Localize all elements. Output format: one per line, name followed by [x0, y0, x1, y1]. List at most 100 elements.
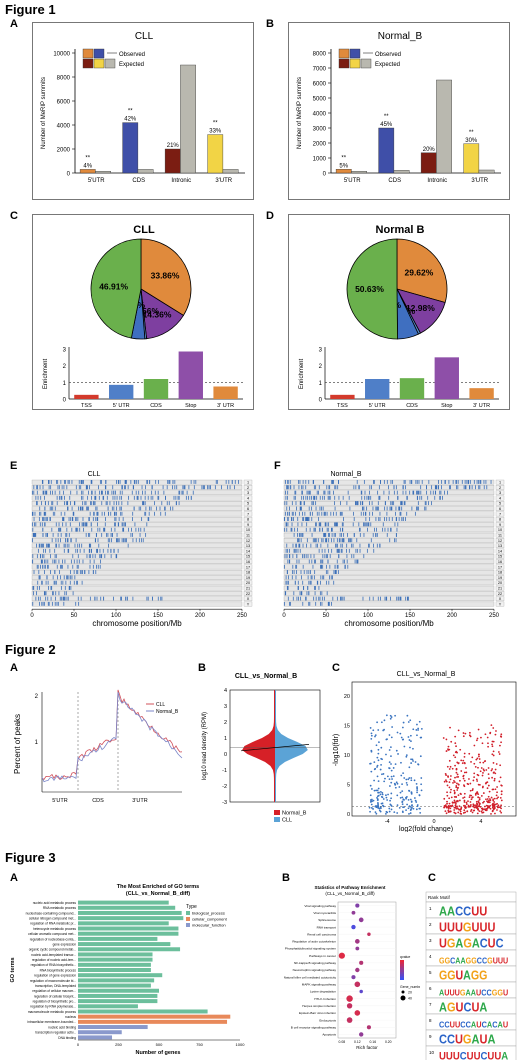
fig1f-chrom-label-box — [495, 532, 505, 538]
fig2c-point-down — [416, 786, 418, 788]
fig3b-xtick-label: 0.08 — [339, 1040, 346, 1044]
fig1e-peak-mark — [127, 485, 129, 490]
figure2-title: Figure 2 — [5, 642, 56, 657]
fig3c-rank: 2 — [429, 922, 432, 927]
fig3a-bar — [78, 1035, 113, 1040]
fig2c-point-up — [456, 789, 459, 791]
fig1e-peak-mark — [88, 570, 90, 574]
fig1e-peak-mark — [36, 485, 38, 490]
fig2c-point-up — [462, 759, 465, 762]
fig2c-point-up — [477, 728, 480, 731]
fig1f-peak-mark — [349, 506, 351, 511]
fig3c-rank: 7 — [429, 1002, 432, 1007]
fig1f-peak-mark — [300, 538, 302, 543]
fig1f-peak-mark — [372, 533, 374, 537]
fig2c-point-up — [465, 767, 467, 769]
fig1e-peak-mark — [107, 548, 109, 553]
fig1e-peak-mark — [46, 517, 48, 521]
fig1f-peak-mark — [428, 480, 430, 484]
fig2c-point-up — [473, 744, 476, 747]
fig2c-point-up — [500, 811, 503, 814]
fig1f-peak-mark — [337, 548, 339, 553]
fig1f-peak-mark — [325, 570, 327, 574]
fig1e-peak-mark — [168, 501, 170, 506]
fig2c-point-up — [455, 786, 458, 789]
fig1e-peak-mark — [70, 490, 72, 495]
fig1a-ytick-label: 6000 — [57, 100, 71, 106]
fig3a-category-label: regulation of biosynthetic pro... — [33, 1000, 77, 1004]
fig1f-peak-mark — [421, 480, 423, 484]
fig1e-peak-mark — [75, 548, 77, 553]
fig2c-point-up — [469, 801, 472, 803]
fig2c-point-up — [462, 774, 465, 777]
fig1e-xtick-label: 250 — [237, 613, 248, 619]
fig2c-point-down — [418, 794, 421, 796]
fig1f-peak-mark — [306, 543, 307, 548]
fig1f-peak-mark — [284, 601, 285, 606]
fig3b-title: Statistics of Pathway Enrichment — [314, 885, 386, 890]
fig1f-peak-mark — [323, 511, 325, 516]
fig2c-point-up — [497, 796, 500, 799]
fig1c-enrich-ytick: 1 — [63, 381, 67, 387]
fig3b-category-label: Apoptosis — [322, 1033, 336, 1037]
fig1e-peak-mark — [41, 480, 43, 484]
fig2c-point-up — [478, 758, 481, 760]
fig1f-peak-mark — [478, 485, 480, 490]
fig2c-point-up — [489, 732, 492, 735]
fig2c-point-down — [370, 732, 373, 735]
fig1e-peak-mark — [193, 485, 195, 490]
fig1f-peak-mark — [316, 490, 318, 495]
fig2c-point-down — [376, 764, 379, 767]
fig1f-peak-mark — [328, 538, 330, 543]
fig1f-peak-mark — [336, 538, 338, 543]
fig1f-peak-mark — [333, 580, 335, 585]
fig1f-peak-mark — [335, 570, 337, 574]
fig1e-peak-mark — [73, 580, 75, 585]
fig2c-point-down — [412, 728, 415, 731]
fig1f-peak-mark — [312, 538, 314, 543]
fig3b-legend-gradient — [400, 962, 404, 964]
fig1e-peak-mark — [91, 490, 93, 495]
fig2c-point-down — [420, 789, 423, 792]
fig1a-ytick-label: 4000 — [57, 124, 71, 130]
fig2c-point-up — [470, 803, 472, 806]
fig2c-point-down — [385, 810, 388, 813]
fig1e-peak-mark — [117, 522, 119, 527]
fig1f-peak-mark — [395, 538, 397, 543]
fig1e-peak-mark — [82, 570, 83, 574]
fig3a-bar — [78, 973, 163, 978]
fig1f-chrom-track — [283, 511, 495, 517]
fig2c-point-up — [493, 801, 496, 803]
fig1e-peak-mark — [59, 570, 60, 574]
fig3c-motif-letter: C — [492, 1020, 497, 1030]
fig1e-peak-mark — [110, 533, 112, 537]
fig2c-point-up — [477, 807, 479, 810]
fig1e-peak-mark — [97, 511, 99, 516]
fig1f-peak-mark — [306, 517, 308, 521]
fig1f-peak-mark — [336, 522, 338, 527]
fig3c-motif-letter: G — [463, 1032, 472, 1047]
fig1e-peak-mark — [46, 543, 48, 548]
fig1f-peak-mark — [327, 570, 329, 574]
fig2c-point-up — [486, 800, 488, 803]
fig1e-peak-mark — [50, 517, 51, 521]
fig3c-motif-letter: A — [487, 1032, 495, 1047]
fig1b-bar-observed — [463, 143, 480, 174]
fig3c-motif-logo: UUUCUUCUUA — [439, 1051, 508, 1060]
fig3c-motif-letter: U — [471, 904, 479, 919]
fig1f-peak-mark — [323, 480, 325, 484]
fig3a-category-label: organic cyclic compound metab... — [29, 948, 76, 952]
fig1f-peak-mark — [430, 490, 432, 495]
fig2c-point-down — [389, 717, 392, 720]
fig3a-category-label: RNA metabolic process — [43, 906, 77, 910]
fig1f-peak-mark — [295, 490, 297, 495]
fig1e-peak-mark — [97, 517, 99, 521]
fig1f-peak-mark — [440, 495, 441, 500]
fig1e-peak-mark — [95, 570, 97, 574]
fig1e-peak-mark — [82, 495, 84, 500]
fig1f-peak-mark — [296, 570, 297, 574]
fig1f-peak-mark — [295, 501, 297, 506]
fig1f-peak-mark — [303, 517, 304, 521]
fig1e-peak-mark — [86, 485, 88, 490]
fig1f-peak-mark — [311, 506, 313, 511]
